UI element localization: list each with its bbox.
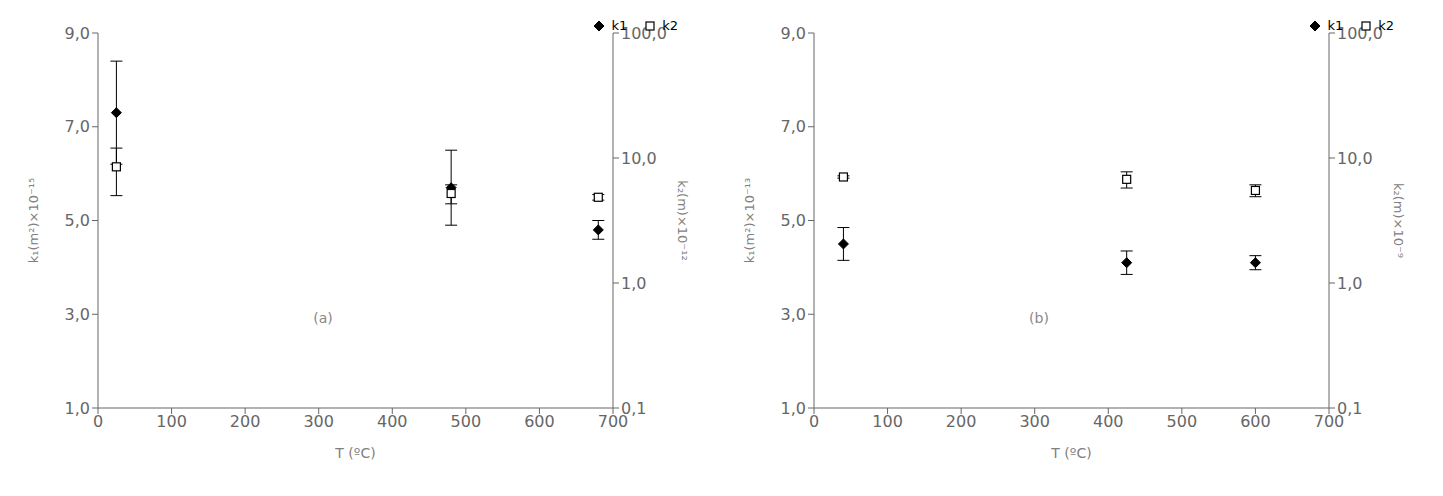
- svg-text:1,0: 1,0: [621, 274, 646, 293]
- svg-text:600: 600: [524, 412, 555, 431]
- svg-text:500: 500: [1167, 412, 1198, 431]
- svg-text:7,0: 7,0: [781, 117, 806, 136]
- svg-text:0: 0: [93, 412, 103, 431]
- svg-text:600: 600: [1240, 412, 1271, 431]
- svg-text:1,0: 1,0: [1337, 274, 1362, 293]
- svg-text:0: 0: [809, 412, 819, 431]
- svg-text:400: 400: [377, 412, 408, 431]
- svg-text:k₁(m²)×10⁻¹³: k₁(m²)×10⁻¹³: [742, 178, 757, 263]
- svg-text:300: 300: [1019, 412, 1050, 431]
- svg-text:10,0: 10,0: [621, 149, 657, 168]
- svg-text:100,0: 100,0: [621, 24, 667, 43]
- html-text:k2: k2: [662, 18, 678, 33]
- svg-text:100: 100: [156, 412, 187, 431]
- svg-text:700: 700: [1313, 412, 1345, 432]
- html-text:(b): (b): [1029, 310, 1049, 327]
- svg-text:10,0: 10,0: [1337, 149, 1373, 168]
- svg-text:1,0: 1,0: [781, 399, 806, 418]
- svg-text:200: 200: [946, 412, 977, 431]
- svg-text:100: 100: [872, 412, 903, 431]
- svg-text:1,0: 1,0: [65, 399, 90, 418]
- svg-text:500: 500: [451, 412, 482, 431]
- html-text:k1: k1: [611, 18, 628, 33]
- svg-text:k₁(m²)×10⁻¹⁵: k₁(m²)×10⁻¹⁵: [26, 178, 41, 263]
- svg-text:3,0: 3,0: [65, 305, 90, 324]
- html-text:k2: k2: [1378, 18, 1394, 33]
- svg-text:400: 400: [1093, 412, 1124, 431]
- svg-text:k₂(m)×10⁻¹²: k₂(m)×10⁻¹²: [675, 180, 690, 260]
- svg-text:k₂(m)×10⁻⁹: k₂(m)×10⁻⁹: [1391, 183, 1406, 258]
- svg-text:5,0: 5,0: [65, 211, 90, 230]
- svg-text:9,0: 9,0: [781, 24, 806, 43]
- svg-text:7,0: 7,0: [65, 117, 90, 136]
- svg-text:300: 300: [303, 412, 334, 431]
- svg-text:9,0: 9,0: [65, 24, 90, 43]
- svg-text:T (ºC): T (ºC): [334, 445, 375, 461]
- svg-text:T (ºC): T (ºC): [1050, 445, 1091, 461]
- html-text:k1: k1: [1327, 18, 1344, 33]
- html-text:(a): (a): [313, 310, 333, 327]
- svg-text:200: 200: [230, 412, 261, 431]
- svg-text:700: 700: [597, 412, 629, 432]
- svg-text:5,0: 5,0: [781, 211, 806, 230]
- svg-text:3,0: 3,0: [781, 305, 806, 324]
- svg-text:0,1: 0,1: [1337, 399, 1362, 418]
- svg-text:0,1: 0,1: [621, 399, 646, 418]
- svg-text:100,0: 100,0: [1337, 24, 1383, 43]
